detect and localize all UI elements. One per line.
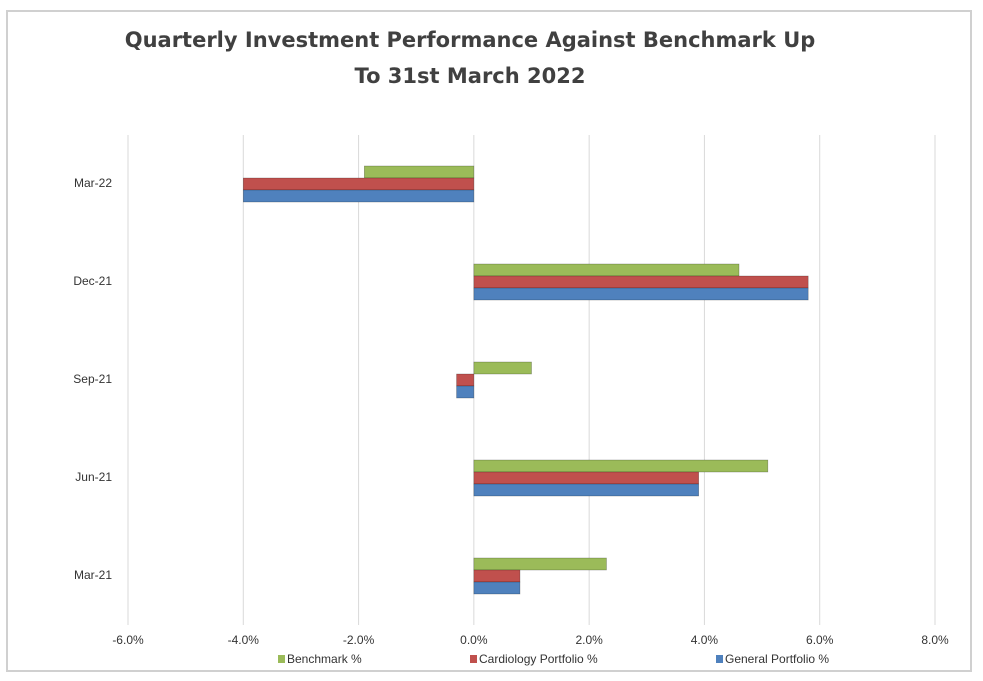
bar	[473, 557, 607, 571]
x-tick-label: -6.0%	[112, 633, 144, 647]
chart-frame	[6, 10, 972, 672]
y-tick-label: Mar-22	[74, 176, 112, 190]
x-tick-label: 4.0%	[691, 633, 719, 647]
bar	[473, 581, 521, 595]
bar	[473, 569, 521, 583]
chart-title: Quarterly Investment Performance Against…	[124, 28, 816, 88]
bar	[473, 287, 809, 301]
y-tick-label: Dec-21	[73, 274, 112, 288]
legend-swatch	[470, 655, 477, 663]
legend-swatch	[716, 655, 723, 663]
bar	[473, 471, 699, 485]
bar	[364, 165, 475, 179]
legend-label: Cardiology Portfolio %	[479, 652, 598, 666]
bar	[473, 275, 809, 289]
y-tick-label: Sep-21	[73, 372, 112, 386]
bar	[473, 361, 532, 375]
bar	[242, 177, 475, 191]
bar	[456, 373, 475, 387]
y-tick-label: Jun-21	[75, 470, 112, 484]
y-tick-label: Mar-21	[74, 568, 112, 582]
x-tick-label: -4.0%	[228, 633, 260, 647]
bar	[473, 263, 740, 277]
x-tick-label: 0.0%	[460, 633, 488, 647]
bar	[456, 385, 475, 399]
bar	[473, 459, 769, 473]
legend-label: Benchmark %	[287, 652, 362, 666]
legend-label: General Portfolio %	[725, 652, 829, 666]
x-tick-label: -2.0%	[343, 633, 375, 647]
x-tick-label: 2.0%	[575, 633, 603, 647]
legend-swatch	[278, 655, 285, 663]
x-tick-label: 6.0%	[806, 633, 834, 647]
bar	[242, 189, 475, 203]
bar	[473, 483, 699, 497]
x-tick-label: 8.0%	[921, 633, 949, 647]
